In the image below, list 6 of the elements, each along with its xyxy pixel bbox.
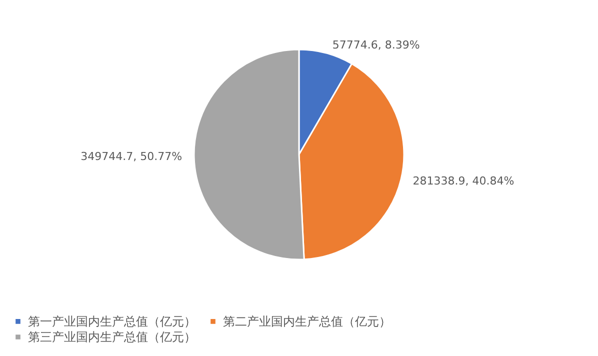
data-label: 57774.6, 8.39% (332, 38, 420, 52)
data-label: 349744.7, 50.77% (80, 150, 182, 164)
legend-label: 第一产业国内生产总值（亿元） (28, 314, 196, 328)
data-label: 281338.9, 40.84% (412, 174, 514, 188)
legend-label: 第二产业国内生产总值（亿元） (223, 314, 391, 328)
legend-label: 第三产业国内生产总值（亿元） (28, 330, 196, 344)
